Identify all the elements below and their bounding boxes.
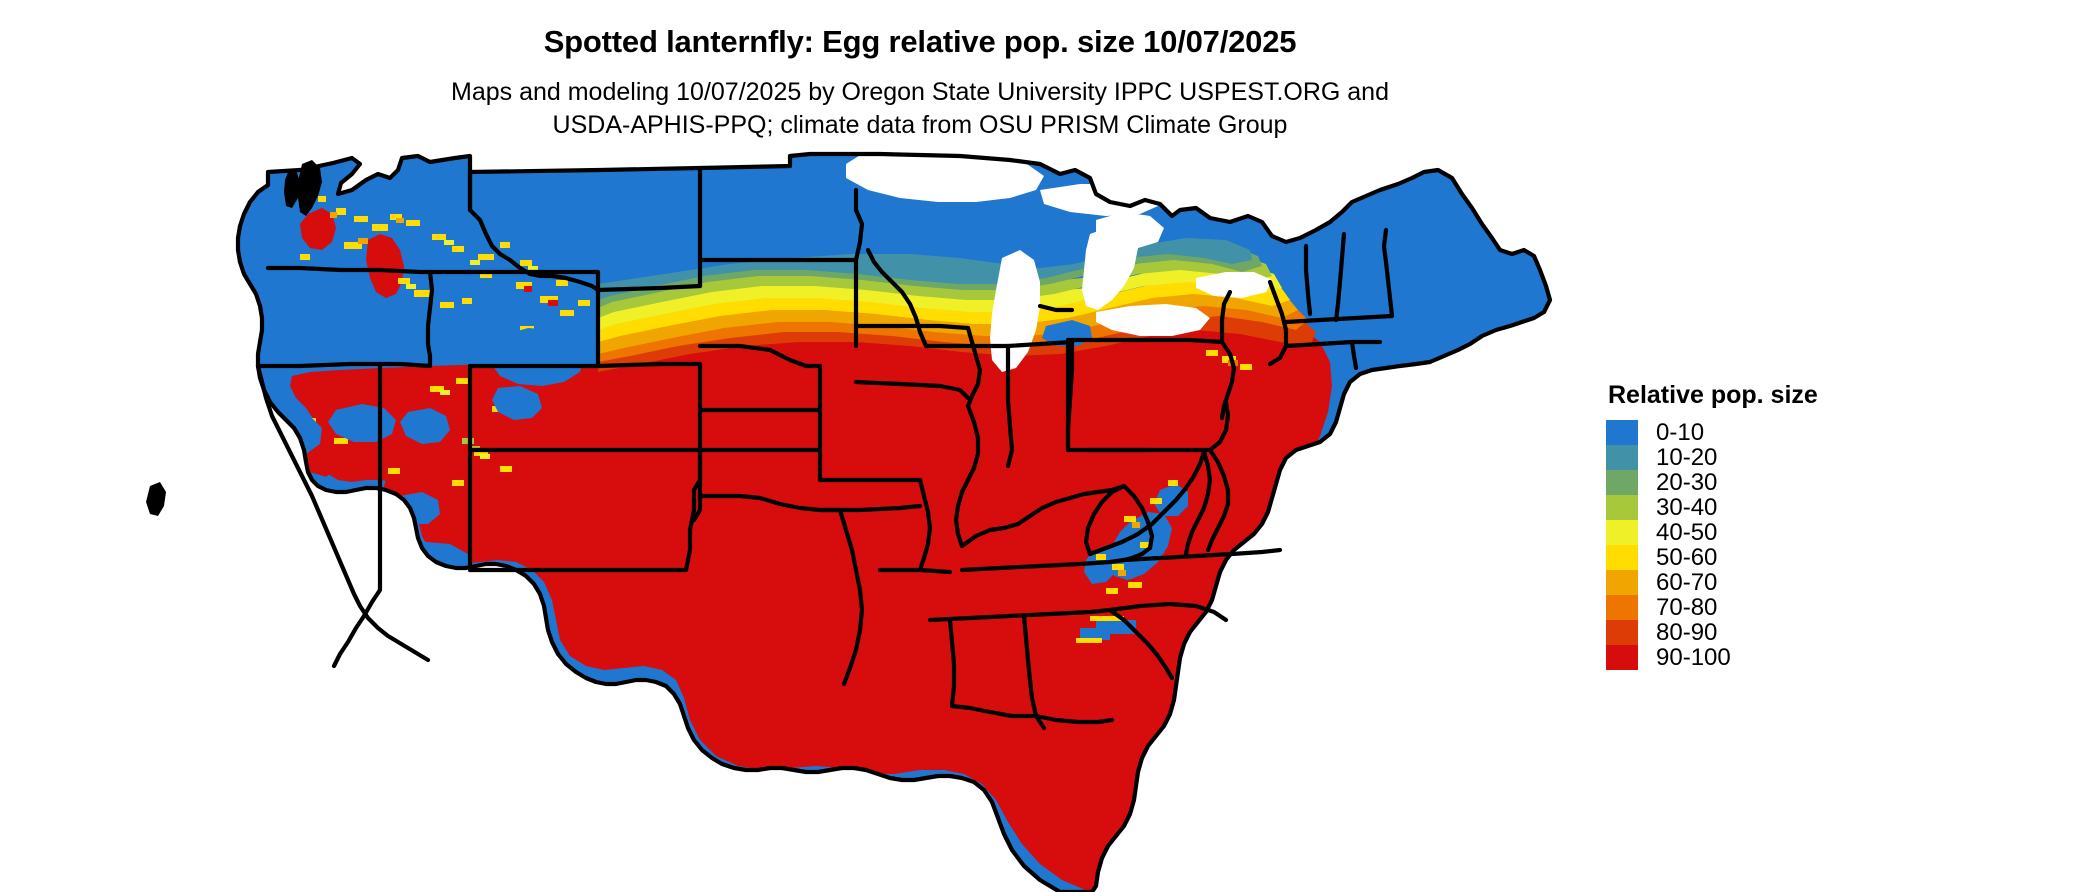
- legend-label: 40-50: [1656, 519, 1718, 546]
- legend: Relative pop. size 0-10 10-20 20-30 30-40 40…: [1606, 383, 2026, 670]
- legend-item: 40-50: [1606, 520, 2026, 545]
- page-subtitle: Maps and modeling 10/07/2025 by Oregon S…: [0, 76, 1840, 142]
- legend-label: 50-60: [1656, 544, 1718, 571]
- legend-label: 70-80: [1656, 594, 1718, 621]
- legend-swatch: [1606, 470, 1638, 495]
- legend-swatch: [1606, 495, 1638, 520]
- map-svg: [146, 151, 1553, 892]
- legend-label: 20-30: [1656, 469, 1718, 496]
- legend-label: 90-100: [1656, 644, 1731, 671]
- legend-swatch: [1606, 545, 1638, 570]
- legend-swatch: [1606, 420, 1638, 445]
- coastal-inlets: [146, 160, 322, 516]
- legend-swatch: [1606, 620, 1638, 645]
- us-choropleth-map: [0, 150, 1600, 892]
- legend-swatch: [1606, 645, 1638, 670]
- legend-item: 10-20: [1606, 445, 2026, 470]
- legend-swatch: [1606, 595, 1638, 620]
- page-title: Spotted lanternfly: Egg relative pop. si…: [543, 24, 1297, 59]
- raster-scattered-cells: [286, 196, 590, 501]
- legend-item: 80-90: [1606, 620, 2026, 645]
- legend-label: 30-40: [1656, 494, 1718, 521]
- legend-label: 10-20: [1656, 444, 1718, 471]
- great-lakes: [846, 152, 1272, 372]
- legend-swatch: [1606, 445, 1638, 470]
- legend-swatch: [1606, 520, 1638, 545]
- legend-label: 0-10: [1656, 419, 1705, 446]
- legend-title: Relative pop. size: [1608, 381, 1818, 409]
- legend-label: 60-70: [1656, 569, 1718, 596]
- legend-item: 30-40: [1606, 495, 2026, 520]
- legend-swatch: [1606, 570, 1638, 595]
- raster-east-accents: [1076, 350, 1252, 643]
- legend-item: 60-70: [1606, 570, 2026, 595]
- legend-rows: 0-10 10-20 20-30 30-40 40-50 50-60 60-70 70-80 8…: [1606, 420, 2026, 670]
- legend-item: 0-10: [1606, 420, 2026, 445]
- subtitle-line-1: Maps and modeling 10/07/2025 by Oregon S…: [451, 78, 1389, 106]
- legend-item: 90-100: [1606, 645, 2026, 670]
- state-boundaries: [235, 151, 1553, 892]
- legend-item: 50-60: [1606, 545, 2026, 570]
- legend-item: 20-30: [1606, 470, 2026, 495]
- subtitle-line-2: USDA-APHIS-PPQ; climate data from OSU PR…: [552, 111, 1288, 139]
- legend-label: 80-90: [1656, 619, 1718, 646]
- legend-item: 70-80: [1606, 595, 2026, 620]
